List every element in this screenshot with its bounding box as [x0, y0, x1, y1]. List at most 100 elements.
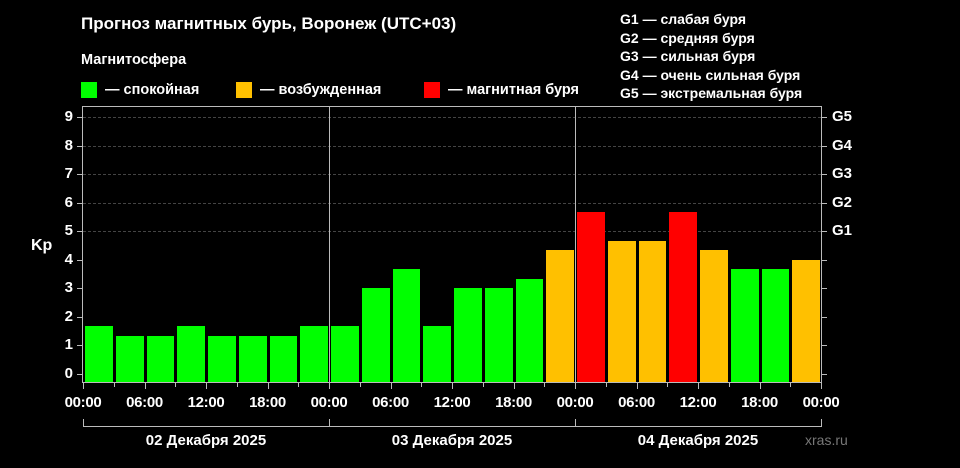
x-tick-label: 06:00 [618, 394, 655, 411]
gridline [83, 145, 821, 147]
day-bracket [83, 419, 330, 427]
y-tick-label: 5 [64, 222, 73, 240]
bar [669, 212, 697, 382]
gridline [83, 202, 821, 204]
plot-area [82, 106, 822, 383]
bar [146, 336, 175, 382]
x-tick-label: 12:00 [433, 394, 471, 411]
bar [392, 269, 421, 382]
x-minor-tick [544, 383, 546, 387]
x-tick-mark [206, 383, 207, 389]
y-tick-label: 8 [64, 136, 73, 154]
x-tick-mark [575, 383, 576, 389]
y-tick-mark-right [822, 374, 827, 375]
magnetosphere-legend-title: Магнитосфера [81, 52, 187, 68]
x-minor-tick [175, 383, 177, 387]
legend-label: — магнитная буря [448, 82, 580, 98]
x-minor-tick [236, 383, 238, 387]
g-legend-item: G5 — экстремальная буря [620, 85, 803, 101]
g-scale-legend: G1 — слабая буря G2 — средняя буря G3 — … [620, 10, 802, 103]
gridline [83, 231, 821, 233]
x-tick-mark [83, 383, 84, 389]
x-minor-tick [421, 383, 423, 387]
x-tick-label: 00:00 [310, 394, 348, 411]
bar [300, 326, 328, 382]
y-tick-mark-right [822, 145, 827, 147]
y-tick-mark-right [822, 345, 827, 347]
y-tick-mark [77, 202, 82, 204]
x-tick-label: 00:00 [556, 394, 594, 411]
chart-title: Прогноз магнитных бурь, Воронеж (UTC+03) [81, 14, 457, 33]
x-minor-tick [482, 383, 484, 387]
bar [546, 250, 574, 382]
y-tick-mark [77, 345, 82, 347]
legend-excited: — возбужденная [236, 82, 381, 98]
bar [515, 278, 544, 382]
x-minor-tick [667, 383, 669, 387]
day-bracket [329, 419, 576, 427]
x-tick-label: 06:00 [372, 394, 409, 411]
bar [177, 326, 205, 382]
x-tick-mark [390, 383, 392, 389]
x-tick-mark [759, 383, 761, 389]
bar [484, 288, 513, 382]
x-tick-label: 12:00 [187, 394, 225, 411]
y-tick-label: 4 [64, 250, 73, 268]
day-label: 04 Декабря 2025 [637, 432, 759, 449]
x-tick-mark [452, 383, 453, 389]
gridline [83, 117, 821, 119]
legend-swatch-green [81, 82, 97, 98]
legend-calm: — спокойная [81, 82, 199, 98]
x-tick-mark [636, 383, 638, 389]
bar [361, 288, 390, 382]
legend-swatch-orange [236, 82, 252, 98]
y-tick-mark [77, 374, 82, 375]
x-tick-mark [267, 383, 269, 389]
y-tick-label: 1 [64, 336, 73, 354]
day-label: 02 Декабря 2025 [145, 432, 267, 449]
day-separator [575, 107, 576, 382]
y-tick-mark-right [822, 174, 827, 176]
bar [331, 326, 359, 382]
x-tick-mark [513, 383, 515, 389]
y-tick-label: 7 [64, 165, 73, 183]
y-tick-mark-right [822, 202, 827, 204]
bar [607, 240, 636, 382]
x-minor-tick [605, 383, 607, 387]
bar [269, 336, 298, 382]
watermark: xras.ru [805, 432, 848, 448]
y-tick-label: 9 [64, 108, 73, 126]
y-axis-label: Kp [31, 237, 53, 254]
legend-storm: — магнитная буря [424, 82, 579, 98]
bar [577, 212, 605, 382]
legend-swatch-red [424, 82, 440, 98]
g-tick-label: G2 [832, 193, 853, 211]
bar [85, 326, 113, 382]
bar [730, 269, 759, 382]
x-minor-tick [359, 383, 361, 387]
y-tick-mark [77, 174, 82, 176]
x-tick-label: 18:00 [249, 394, 286, 411]
legend-label: — спокойная [105, 82, 200, 98]
bar [454, 288, 482, 382]
bar [761, 269, 790, 382]
x-tick-label: 12:00 [679, 394, 717, 411]
x-minor-tick [298, 383, 300, 387]
g-legend-item: G4 — очень сильная буря [620, 66, 801, 83]
y-tick-label: 0 [64, 365, 73, 382]
bar [792, 259, 820, 382]
y-tick-mark [77, 145, 82, 147]
x-tick-label: 18:00 [741, 394, 778, 411]
y-tick-mark [77, 288, 82, 290]
y-tick-label: 2 [64, 307, 73, 325]
y-tick-mark [77, 231, 82, 233]
day-label: 03 Декабря 2025 [391, 432, 513, 449]
y-tick-mark [77, 117, 82, 119]
y-tick-mark [77, 316, 82, 318]
g-tick-label: G1 [832, 222, 853, 240]
gridline [83, 174, 821, 176]
y-tick-mark-right [822, 288, 827, 290]
x-minor-tick [790, 383, 792, 387]
bar [115, 336, 144, 382]
x-minor-tick [113, 383, 115, 387]
